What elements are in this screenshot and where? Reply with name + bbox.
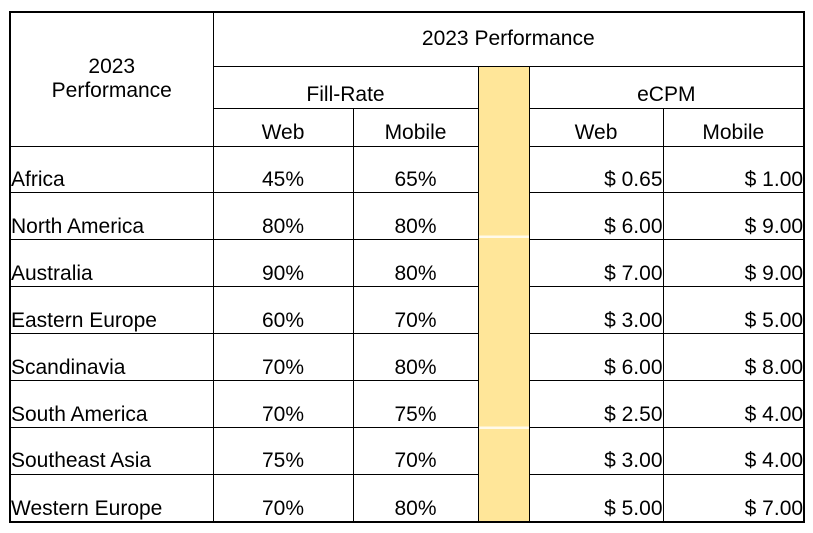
ecpm-mobile-cell: $ 1.00 (662, 145, 805, 194)
ecpm-mobile-header: Mobile (662, 107, 805, 147)
corner-title-line2: Performance (51, 79, 172, 103)
ecpm-web-cell: $ 3.00 (528, 426, 664, 475)
ecpm-web-cell: $ 6.00 (528, 333, 664, 381)
fill-rate-web-cell: 70% (212, 333, 354, 381)
table-row-australia: Australia 90% 80% $ 7.00 $ 9.00 (9, 239, 805, 288)
corner-title-line1: 2023 (88, 55, 136, 79)
fill-rate-web-cell: 70% (212, 379, 354, 428)
fill-rate-mobile-cell: 70% (352, 286, 479, 334)
ecpm-mobile-cell: $ 4.00 (662, 426, 805, 475)
fill-rate-mobile-header: Mobile (352, 107, 479, 147)
region-cell: Africa (9, 145, 214, 194)
corner-title-cell: 2023 Performance (9, 11, 214, 147)
fill-rate-mobile-cell: 65% (352, 145, 479, 194)
ecpm-web-cell: $ 0.65 (528, 145, 664, 194)
ecpm-web-header: Web (528, 107, 664, 147)
region-cell: Scandinavia (9, 333, 214, 381)
region-cell: North America (9, 192, 214, 241)
fill-rate-web-cell: 80% (212, 192, 354, 241)
table-row-western-europe: Western Europe 70% 80% $ 5.00 $ 7.00 (9, 473, 805, 523)
ecpm-mobile-cell: $ 5.00 (662, 286, 805, 334)
table-row-africa: Africa 45% 65% $ 0.65 $ 1.00 (9, 145, 805, 194)
fill-rate-web-cell: 75% (212, 426, 354, 475)
fill-rate-web-cell: 70% (212, 473, 354, 523)
fill-rate-group-header: Fill-Rate (212, 65, 479, 109)
ecpm-mobile-cell: $ 9.00 (662, 239, 805, 288)
fill-rate-mobile-cell: 80% (352, 192, 479, 241)
region-cell: Eastern Europe (9, 286, 214, 334)
table-row-north-america: North America 80% 80% $ 6.00 $ 9.00 (9, 192, 805, 241)
fill-rate-mobile-cell: 80% (352, 333, 479, 381)
fill-rate-web-header: Web (212, 107, 354, 147)
fill-rate-mobile-cell: 75% (352, 379, 479, 428)
region-cell: South America (9, 379, 214, 428)
header-row-subcolumns: Web Mobile Web Mobile (10, 107, 805, 147)
ecpm-mobile-cell: $ 4.00 (662, 379, 805, 428)
ecpm-mobile-cell: $ 8.00 (662, 333, 805, 381)
ecpm-web-cell: $ 5.00 (528, 473, 664, 523)
region-cell: Southeast Asia (9, 426, 214, 475)
region-cell: Western Europe (9, 473, 214, 523)
fill-rate-web-cell: 60% (212, 286, 354, 334)
ecpm-mobile-cell: $ 7.00 (662, 473, 805, 523)
table-row-scandinavia: Scandinavia 70% 80% $ 6.00 $ 8.00 (9, 333, 805, 381)
top-header-cell: 2023 Performance (212, 11, 805, 67)
region-cell: Australia (9, 239, 214, 288)
separator-column (477, 65, 530, 523)
table-row-eastern-europe: Eastern Europe 60% 70% $ 3.00 $ 5.00 (9, 286, 805, 334)
ecpm-web-cell: $ 2.50 (528, 379, 664, 428)
table-row-south-america: South America 70% 75% $ 2.50 $ 4.00 (9, 379, 805, 428)
fill-rate-mobile-cell: 70% (352, 426, 479, 475)
ecpm-web-cell: $ 6.00 (528, 192, 664, 241)
table-row-southeast-asia: Southeast Asia 75% 70% $ 3.00 $ 4.00 (9, 426, 805, 475)
fill-rate-web-cell: 45% (212, 145, 354, 194)
performance-table-container: 2023 Performance 2023 Performance Fill-R… (9, 11, 806, 523)
ecpm-mobile-cell: $ 9.00 (662, 192, 805, 241)
fill-rate-web-cell: 90% (212, 239, 354, 288)
fill-rate-mobile-cell: 80% (352, 473, 479, 523)
performance-table: 2023 Performance 2023 Performance Fill-R… (9, 11, 806, 523)
ecpm-group-header: eCPM (528, 65, 805, 109)
header-row-title: 2023 Performance 2023 Performance (9, 11, 805, 147)
ecpm-web-cell: $ 7.00 (528, 239, 664, 288)
ecpm-web-cell: $ 3.00 (528, 286, 664, 334)
fill-rate-mobile-cell: 80% (352, 239, 479, 288)
